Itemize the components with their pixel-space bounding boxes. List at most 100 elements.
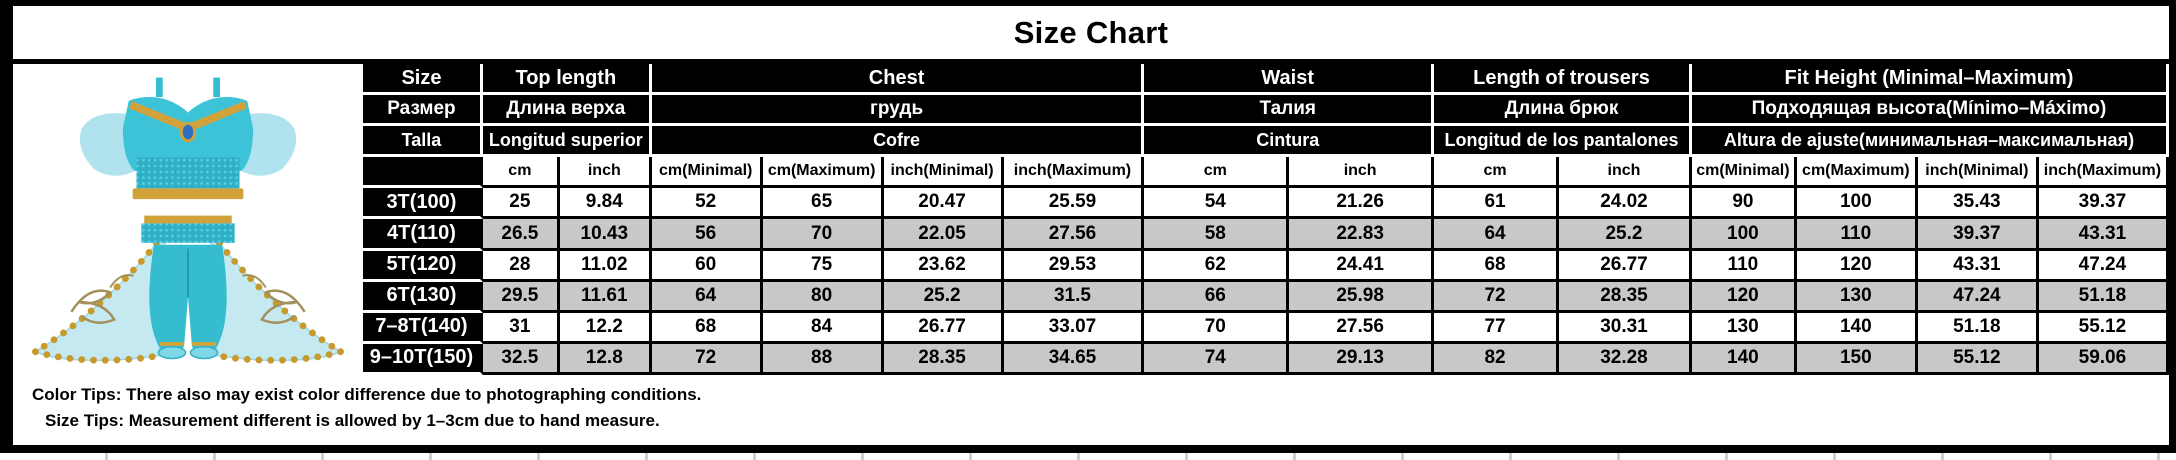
size-value-cell: 29.53 xyxy=(1003,250,1145,282)
size-value-cell: 64 xyxy=(651,281,763,313)
col-header-waist: Waist xyxy=(1144,64,1435,96)
size-value-cell: 32.5 xyxy=(482,343,560,375)
size-value-cell: 110 xyxy=(1691,250,1797,282)
col-header-top-length-ru: Длина верха xyxy=(482,95,652,127)
size-value-cell: 47.24 xyxy=(2038,250,2169,282)
col-header-fit-height-es: Altura de ajuste(минимальная–максимальна… xyxy=(1691,126,2169,158)
row-size-label: 4T(110) xyxy=(363,219,483,251)
size-value-cell: 22.05 xyxy=(883,219,1004,251)
size-value-cell: 21.26 xyxy=(1289,188,1435,220)
unit-header: cm xyxy=(1144,157,1290,189)
size-value-cell: 130 xyxy=(1691,312,1797,344)
size-value-cell: 60 xyxy=(651,250,763,282)
size-value-cell: 34.65 xyxy=(1003,343,1145,375)
size-value-cell: 77 xyxy=(1434,312,1560,344)
size-value-cell: 80 xyxy=(762,281,884,313)
size-value-cell: 24.02 xyxy=(1559,188,1692,220)
size-value-cell: 23.62 xyxy=(883,250,1004,282)
size-value-cell: 26.77 xyxy=(1559,250,1692,282)
header-row-en: Size Top length Chest Waist Length of tr… xyxy=(363,64,2169,96)
size-value-cell: 47.24 xyxy=(1917,281,2039,313)
size-table: Size Top length Chest Waist Length of tr… xyxy=(363,64,2169,375)
size-value-cell: 100 xyxy=(1796,188,1918,220)
size-value-cell: 26.77 xyxy=(883,312,1004,344)
size-value-cell: 55.12 xyxy=(2038,312,2169,344)
units-spacer-cell xyxy=(363,157,483,189)
size-value-cell: 39.37 xyxy=(2038,188,2169,220)
row-size-label: 3T(100) xyxy=(363,188,483,220)
unit-header: cm(Minimal) xyxy=(1691,157,1797,189)
size-value-cell: 82 xyxy=(1434,343,1560,375)
col-header-size-es: Talla xyxy=(363,126,483,158)
row-size-label: 5T(120) xyxy=(363,250,483,282)
col-header-trousers-es: Longitud de los pantalones xyxy=(1434,126,1692,158)
size-value-cell: 11.61 xyxy=(559,281,652,313)
size-value-cell: 25.2 xyxy=(1559,219,1692,251)
col-header-trousers-ru: Длина брюк xyxy=(1434,95,1692,127)
size-value-cell: 72 xyxy=(651,343,763,375)
size-value-cell: 10.43 xyxy=(559,219,652,251)
size-value-cell: 54 xyxy=(1144,188,1290,220)
row-size-label: 9–10T(150) xyxy=(363,343,483,375)
size-value-cell: 31 xyxy=(482,312,560,344)
unit-header: cm(Maximum) xyxy=(762,157,884,189)
unit-header: inch(Minimal) xyxy=(1917,157,2039,189)
size-value-cell: 88 xyxy=(762,343,884,375)
size-value-cell: 28.35 xyxy=(1559,281,1692,313)
size-value-cell: 33.07 xyxy=(1003,312,1145,344)
col-header-fit-height-ru: Подходящая высота(Mínimo–Máximo) xyxy=(1691,95,2169,127)
size-value-cell: 130 xyxy=(1796,281,1918,313)
unit-header: cm(Minimal) xyxy=(651,157,763,189)
costume-illustration xyxy=(32,77,363,375)
size-value-cell: 59.06 xyxy=(2038,343,2169,375)
size-value-cell: 11.02 xyxy=(559,250,652,282)
unit-header: inch(Minimal) xyxy=(883,157,1004,189)
size-value-cell: 120 xyxy=(1691,281,1797,313)
size-value-cell: 70 xyxy=(762,219,884,251)
size-value-cell: 68 xyxy=(651,312,763,344)
tips-section: Color Tips: There also may exist color d… xyxy=(13,375,2169,445)
col-header-fit-height: Fit Height (Minimal–Maximum) xyxy=(1691,64,2169,96)
size-value-cell: 72 xyxy=(1434,281,1560,313)
col-header-trousers: Length of trousers xyxy=(1434,64,1692,96)
size-value-cell: 39.37 xyxy=(1917,219,2039,251)
size-value-cell: 150 xyxy=(1796,343,1918,375)
size-value-cell: 32.28 xyxy=(1559,343,1692,375)
unit-header: cm(Maximum) xyxy=(1796,157,1918,189)
table-row: 5T(120) 28 11.02 60 75 23.62 29.53 62 24… xyxy=(363,250,2169,282)
size-value-cell: 25 xyxy=(482,188,560,220)
col-header-top-length: Top length xyxy=(482,64,652,96)
size-value-cell: 62 xyxy=(1144,250,1290,282)
size-value-cell: 29.13 xyxy=(1289,343,1435,375)
size-value-cell: 140 xyxy=(1796,312,1918,344)
unit-header: inch xyxy=(1559,157,1692,189)
size-value-cell: 110 xyxy=(1796,219,1918,251)
size-value-cell: 74 xyxy=(1144,343,1290,375)
table-row: 3T(100) 25 9.84 52 65 20.47 25.59 54 21.… xyxy=(363,188,2169,220)
col-header-top-length-es: Longitud superior xyxy=(482,126,652,158)
size-value-cell: 51.18 xyxy=(1917,312,2039,344)
size-value-cell: 52 xyxy=(651,188,763,220)
page-title: Size Chart xyxy=(13,6,2169,64)
size-value-cell: 24.41 xyxy=(1289,250,1435,282)
units-row: cm inch cm(Minimal) cm(Maximum) inch(Min… xyxy=(363,157,2169,189)
table-row: 4T(110) 26.5 10.43 56 70 22.05 27.56 58 … xyxy=(363,219,2169,251)
size-value-cell: 25.2 xyxy=(883,281,1004,313)
size-value-cell: 22.83 xyxy=(1289,219,1435,251)
color-tip-text: Color Tips: There also may exist color d… xyxy=(32,385,702,404)
size-value-cell: 12.8 xyxy=(559,343,652,375)
unit-header: inch(Maximum) xyxy=(2038,157,2169,189)
size-value-cell: 56 xyxy=(651,219,763,251)
size-value-cell: 70 xyxy=(1144,312,1290,344)
size-value-cell: 35.43 xyxy=(1917,188,2039,220)
size-value-cell: 65 xyxy=(762,188,884,220)
row-size-label: 6T(130) xyxy=(363,281,483,313)
unit-header: cm xyxy=(1434,157,1560,189)
size-value-cell: 43.31 xyxy=(1917,250,2039,282)
size-value-cell: 31.5 xyxy=(1003,281,1145,313)
size-value-cell: 100 xyxy=(1691,219,1797,251)
table-row: 6T(130) 29.5 11.61 64 80 25.2 31.5 66 25… xyxy=(363,281,2169,313)
size-value-cell: 27.56 xyxy=(1289,312,1435,344)
size-value-cell: 29.5 xyxy=(482,281,560,313)
